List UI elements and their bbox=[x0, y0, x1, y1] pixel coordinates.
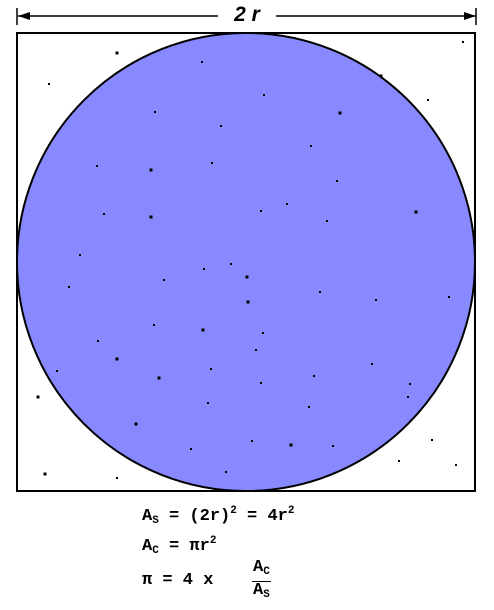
sample-point bbox=[211, 162, 213, 164]
sample-point bbox=[310, 145, 312, 147]
random-points bbox=[36, 41, 464, 479]
formula-text: = 4r bbox=[236, 507, 288, 526]
formula-symbol: A bbox=[253, 581, 264, 600]
inscribed-circle bbox=[16, 32, 476, 492]
sample-point bbox=[103, 213, 105, 215]
formula-exponent: 2 bbox=[209, 535, 217, 547]
sample-point bbox=[97, 340, 99, 342]
formula-subscript: C bbox=[263, 566, 270, 578]
sample-point bbox=[79, 254, 81, 256]
sample-point bbox=[149, 215, 153, 219]
sample-point bbox=[332, 445, 334, 447]
sample-point bbox=[48, 83, 50, 85]
sample-point bbox=[134, 422, 138, 426]
sample-point bbox=[201, 61, 203, 63]
sample-point bbox=[201, 328, 205, 332]
sample-point bbox=[220, 125, 222, 127]
fraction-numerator: AC bbox=[252, 559, 271, 582]
sample-point bbox=[379, 74, 383, 78]
sample-point bbox=[245, 275, 249, 279]
sample-point bbox=[115, 357, 119, 361]
dimension-arrow-right bbox=[464, 12, 476, 20]
formula-text: = (2r) bbox=[158, 507, 231, 526]
sample-point bbox=[36, 395, 40, 399]
sample-point bbox=[409, 383, 411, 385]
sample-point bbox=[251, 440, 253, 442]
sample-point bbox=[427, 99, 429, 101]
sample-point bbox=[260, 382, 262, 384]
formula-square-area: AS = (2r)2 = 4r2 bbox=[142, 505, 294, 527]
sample-point bbox=[154, 111, 156, 113]
sample-point bbox=[203, 268, 205, 270]
fraction-denominator: AS bbox=[252, 582, 271, 604]
sample-point bbox=[375, 299, 377, 301]
sample-point bbox=[371, 363, 373, 365]
formula-text: = πr bbox=[158, 537, 210, 556]
square-circle-figure bbox=[16, 8, 477, 492]
sample-point bbox=[157, 376, 161, 380]
sample-point bbox=[431, 439, 433, 441]
sample-point bbox=[260, 210, 262, 212]
formula-block: AS = (2r)2 = 4r2 AC = πr2 π = 4 x AC AS bbox=[142, 505, 382, 605]
sample-point bbox=[116, 477, 118, 479]
sample-point bbox=[56, 370, 58, 372]
sample-point bbox=[407, 396, 409, 398]
dimension-arrow-left bbox=[18, 12, 30, 20]
formula-subscript: C bbox=[152, 545, 159, 557]
formula-circle-area: AC = πr2 bbox=[142, 535, 216, 557]
formula-exponent: 2 bbox=[230, 505, 237, 517]
monte-carlo-diagram: 2 r bbox=[16, 2, 477, 492]
sample-point bbox=[190, 448, 192, 450]
sample-point bbox=[308, 406, 310, 408]
sample-point bbox=[336, 180, 338, 182]
sample-point bbox=[313, 375, 315, 377]
formula-subscript: S bbox=[263, 589, 270, 601]
sample-point bbox=[462, 41, 464, 43]
sample-point bbox=[225, 471, 227, 473]
sample-point bbox=[319, 291, 321, 293]
sample-point bbox=[163, 279, 165, 281]
formula-symbol: A bbox=[142, 537, 153, 556]
sample-point bbox=[255, 349, 257, 351]
sample-point bbox=[455, 464, 457, 466]
sample-point bbox=[289, 443, 293, 447]
formula-exponent: 2 bbox=[287, 505, 295, 517]
formula-symbol: A bbox=[253, 558, 264, 577]
sample-point bbox=[246, 300, 250, 304]
sample-point bbox=[207, 402, 209, 404]
formula-subscript: S bbox=[152, 515, 159, 527]
formula-fraction: AC AS bbox=[252, 559, 271, 604]
sample-point bbox=[263, 94, 265, 96]
formula-text: π = 4 x bbox=[142, 571, 214, 590]
sample-point bbox=[398, 460, 400, 462]
formula-symbol: A bbox=[142, 507, 153, 526]
sample-point bbox=[286, 203, 288, 205]
sample-point bbox=[43, 472, 47, 476]
sample-point bbox=[96, 165, 98, 167]
sample-point bbox=[414, 210, 418, 214]
sample-point bbox=[149, 168, 153, 172]
sample-point bbox=[230, 263, 232, 265]
sample-point bbox=[338, 111, 342, 115]
sample-point bbox=[326, 220, 328, 222]
sample-point bbox=[68, 286, 70, 288]
sample-point bbox=[153, 324, 155, 326]
dimension-label: 2 r bbox=[218, 2, 276, 28]
sample-point bbox=[448, 296, 450, 298]
sample-point bbox=[210, 368, 212, 370]
sample-point bbox=[262, 332, 264, 334]
sample-point bbox=[115, 51, 119, 55]
